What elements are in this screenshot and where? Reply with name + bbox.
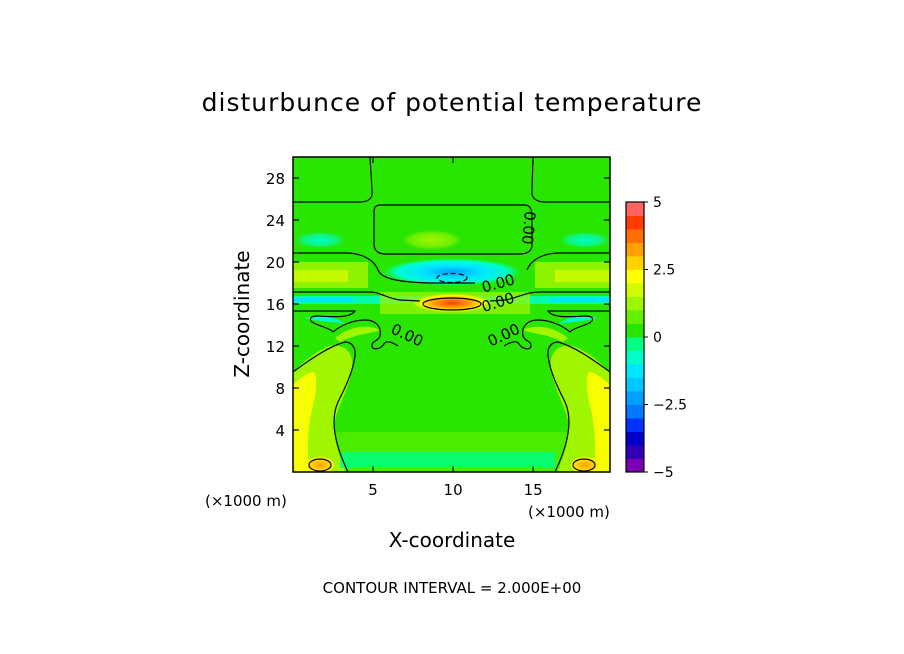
x-tick-label: 15 <box>524 481 543 499</box>
x-tick-label: 10 <box>444 481 463 499</box>
plot-frame <box>292 156 611 473</box>
colorbar-swatch <box>626 215 644 230</box>
y-tick-label: 4 <box>275 422 285 440</box>
plot-field <box>293 157 610 472</box>
colorbar-swatch <box>626 445 644 459</box>
colorbar-swatch <box>626 310 644 324</box>
y-axis-label: Z-coordinate <box>230 250 254 377</box>
colorbar-swatch <box>626 229 644 243</box>
colorbar-swatch <box>626 391 644 405</box>
contour-interval-text: CONTOUR INTERVAL = 2.000E+00 <box>323 579 582 597</box>
colorbar-tick-label: −2.5 <box>653 398 687 414</box>
y-tick-label: 16 <box>266 296 285 314</box>
cold-contour <box>436 272 468 284</box>
contour-lines <box>293 157 610 472</box>
x-unit-label-right: (×1000 m) <box>528 503 610 521</box>
colorbar-tick-label: −5 <box>653 465 674 481</box>
colorbar-swatch <box>626 377 644 392</box>
colorbar-swatch <box>626 364 644 378</box>
colorbar-swatch <box>626 269 644 284</box>
x-axis-label: X-coordinate <box>389 528 516 552</box>
colorbar-swatch <box>626 283 644 297</box>
x-unit-label-left: (×1000 m) <box>205 492 287 510</box>
colorbar-swatch <box>626 242 644 257</box>
colorbar-tick-label: 0 <box>653 330 662 346</box>
y-axis-ticks: 4 8 12 16 20 24 28 <box>266 170 610 440</box>
colorbar-ticks: 5 2.5 0 −2.5 −5 <box>644 195 687 481</box>
colorbar-swatch <box>626 458 644 473</box>
chart-title: disturbunce of potential temperature <box>202 88 703 117</box>
y-tick-label: 28 <box>266 170 285 188</box>
colorbar-swatch <box>626 431 644 446</box>
colorbar-swatch <box>626 296 644 311</box>
contour-label: 0.00 <box>518 210 539 245</box>
colorbar-tick-label: 5 <box>653 195 662 211</box>
y-tick-label: 8 <box>275 380 285 398</box>
colorbar-swatch <box>626 202 644 216</box>
x-tick-label: 5 <box>368 481 378 499</box>
colorbar-swatch <box>626 404 644 419</box>
colorbar-swatch <box>626 256 644 270</box>
x-axis-ticks: 5 10 15 <box>368 157 543 499</box>
colorbar-swatch <box>626 418 644 432</box>
y-tick-label: 12 <box>266 338 285 356</box>
colorbar-tick-label: 2.5 <box>653 263 675 279</box>
colorbar-swatch <box>626 350 644 365</box>
y-tick-label: 20 <box>266 254 285 272</box>
colorbar <box>626 202 644 473</box>
y-tick-label: 24 <box>266 212 285 230</box>
colorbar-swatch <box>626 323 644 338</box>
colorbar-swatch <box>626 337 644 351</box>
